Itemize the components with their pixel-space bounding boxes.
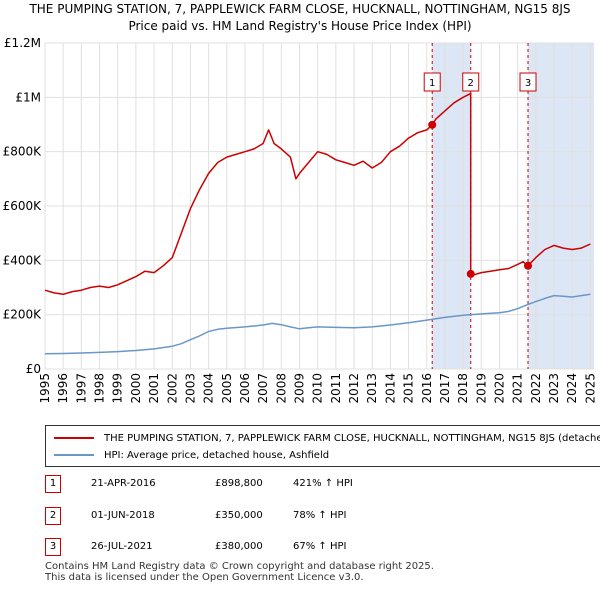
x-tick-label: 2012 bbox=[347, 373, 361, 404]
transaction-date: 26-JUL-2021 bbox=[91, 541, 153, 552]
legend-price-swatch bbox=[54, 437, 94, 439]
transaction-price: £898,800 bbox=[215, 478, 263, 489]
x-tick-label: 1996 bbox=[56, 373, 70, 404]
footer-copyright: Contains HM Land Registry data © Crown c… bbox=[45, 561, 434, 572]
marker-badge bbox=[423, 72, 441, 92]
footer-license: This data is licensed under the Open Gov… bbox=[45, 572, 364, 583]
x-tick-label: 2005 bbox=[220, 373, 234, 404]
marker-badge-label: 2 bbox=[468, 78, 474, 89]
transaction-badge: 2 bbox=[45, 507, 61, 525]
transaction-marker bbox=[428, 120, 437, 129]
hpi-line bbox=[44, 293, 591, 355]
x-tick-label: 2021 bbox=[511, 373, 525, 404]
transaction-hpi: 78% ↑ HPI bbox=[293, 510, 347, 521]
price-chart: 1 2 3 £0 £200K £400K £600K £800K £1M £1.2M 1995 199… bbox=[3, 36, 598, 404]
x-tick-label: 2023 bbox=[547, 373, 561, 404]
x-tick-label: 2011 bbox=[329, 373, 343, 404]
x-tick-label: 1998 bbox=[93, 373, 107, 404]
y-tick-label: £1.2M bbox=[4, 36, 41, 50]
legend-hpi-swatch bbox=[54, 454, 94, 456]
x-tick-label: 2004 bbox=[202, 373, 216, 404]
x-tick-label: 2000 bbox=[129, 373, 143, 404]
x-tick-label: 1995 bbox=[38, 373, 52, 404]
x-tick-label: 2024 bbox=[565, 373, 579, 404]
x-tick-label: 1999 bbox=[111, 373, 125, 404]
y-tick-label: £0 bbox=[26, 362, 41, 376]
transaction-hpi: 421% ↑ HPI bbox=[293, 478, 353, 489]
marker-badge-label: 3 bbox=[525, 78, 531, 89]
x-tick-label: 2017 bbox=[438, 373, 452, 404]
transaction-marker bbox=[524, 261, 533, 270]
chart-title: THE PUMPING STATION, 7, PAPPLEWICK FARM … bbox=[29, 2, 571, 16]
y-tick-label: £600K bbox=[3, 199, 43, 213]
x-tick-label: 2003 bbox=[183, 373, 197, 404]
transaction-badge: 1 bbox=[45, 475, 61, 493]
x-tick-label: 2014 bbox=[383, 373, 397, 404]
legend: THE PUMPING STATION, 7, PAPPLEWICK FARM … bbox=[45, 425, 600, 467]
transaction-price: £380,000 bbox=[215, 541, 263, 552]
transaction-date: 01-JUN-2018 bbox=[91, 510, 155, 521]
legend-price-label: THE PUMPING STATION, 7, PAPPLEWICK FARM … bbox=[104, 432, 600, 444]
x-tick-label: 2010 bbox=[311, 373, 325, 404]
x-tick-label: 2018 bbox=[456, 373, 470, 404]
y-tick-label: £200K bbox=[3, 308, 43, 322]
x-tick-label: 2002 bbox=[165, 373, 179, 404]
x-tick-label: 2022 bbox=[529, 373, 543, 404]
transaction-marker bbox=[466, 269, 475, 278]
y-tick-label: £800K bbox=[3, 145, 43, 159]
transaction-badge: 3 bbox=[45, 538, 61, 556]
x-tick-label: 2013 bbox=[365, 373, 379, 404]
x-tick-label: 2007 bbox=[256, 373, 270, 404]
x-tick-label: 1997 bbox=[74, 373, 88, 404]
x-tick-label: 2015 bbox=[402, 373, 416, 404]
transaction-price: £350,000 bbox=[215, 510, 263, 521]
marker-badge bbox=[519, 72, 537, 92]
marker-badge-label: 1 bbox=[429, 78, 435, 89]
y-tick-label: £400K bbox=[3, 253, 43, 267]
legend-item-hpi: HPI: Average price, detached house, Ashf… bbox=[54, 447, 329, 463]
marker-badge bbox=[462, 72, 480, 92]
x-tick-label: 2019 bbox=[474, 373, 488, 404]
x-tick-label: 2020 bbox=[492, 373, 506, 404]
transaction-date: 21-APR-2016 bbox=[91, 478, 156, 489]
x-tick-label: 2009 bbox=[293, 373, 307, 404]
x-tick-label: 2001 bbox=[147, 373, 161, 404]
x-tick-label: 2025 bbox=[583, 373, 597, 404]
x-tick-label: 2008 bbox=[274, 373, 288, 404]
legend-hpi-label: HPI: Average price, detached house, Ashf… bbox=[104, 449, 330, 461]
chart-subtitle: Price paid vs. HM Land Registry's House … bbox=[128, 19, 472, 33]
transaction-hpi: 67% ↑ HPI bbox=[293, 541, 347, 552]
x-tick-label: 2006 bbox=[238, 373, 252, 404]
price-paid-line bbox=[44, 92, 591, 296]
y-tick-label: £1M bbox=[15, 90, 41, 104]
x-tick-label: 2016 bbox=[420, 373, 434, 404]
legend-item-price: THE PUMPING STATION, 7, PAPPLEWICK FARM … bbox=[54, 430, 600, 446]
